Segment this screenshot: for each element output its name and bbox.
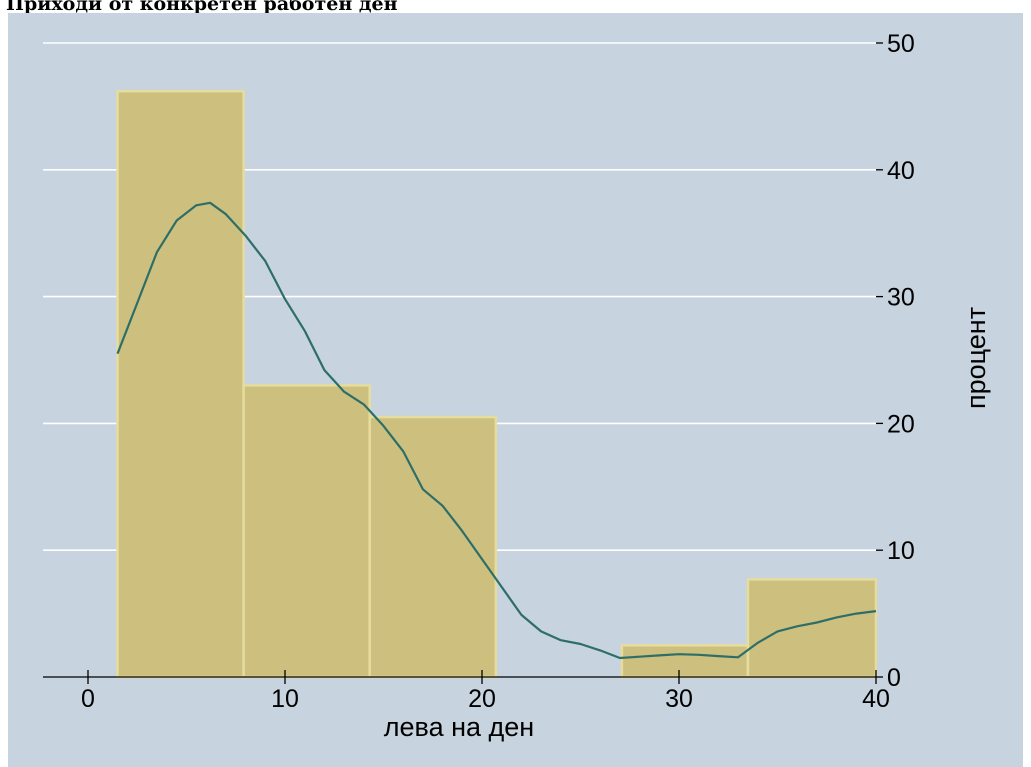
y-axis: 0 10 20 30 40 50: [876, 30, 915, 692]
chart-title: Приходи от конкретен работен ден: [6, 0, 398, 15]
x-axis: 0 10 20 30 40: [43, 670, 890, 713]
histogram-bar: [746, 578, 878, 679]
y-axis-title: процент: [961, 307, 991, 409]
x-tick-label: 40: [862, 685, 890, 713]
density-curve-group: [116, 201, 877, 660]
histogram-bar: [242, 384, 371, 679]
y-tick-label: 10: [887, 537, 915, 565]
x-axis-title: лева на ден: [384, 712, 534, 742]
x-tick-label: 0: [81, 685, 95, 713]
y-tick-label: 50: [887, 30, 915, 58]
y-tick-label: 20: [887, 410, 915, 438]
histogram-bar: [368, 415, 498, 679]
y-tick-label: 40: [887, 157, 915, 185]
x-tick-label: 10: [271, 685, 299, 713]
x-tick-label: 30: [665, 685, 693, 713]
y-tick-label: 30: [887, 284, 915, 312]
histogram-bar: [116, 89, 245, 679]
density-curve: [116, 201, 877, 660]
x-tick-label: 20: [468, 685, 496, 713]
histogram-bar: [620, 644, 750, 679]
y-tick-label: 0: [887, 664, 901, 692]
